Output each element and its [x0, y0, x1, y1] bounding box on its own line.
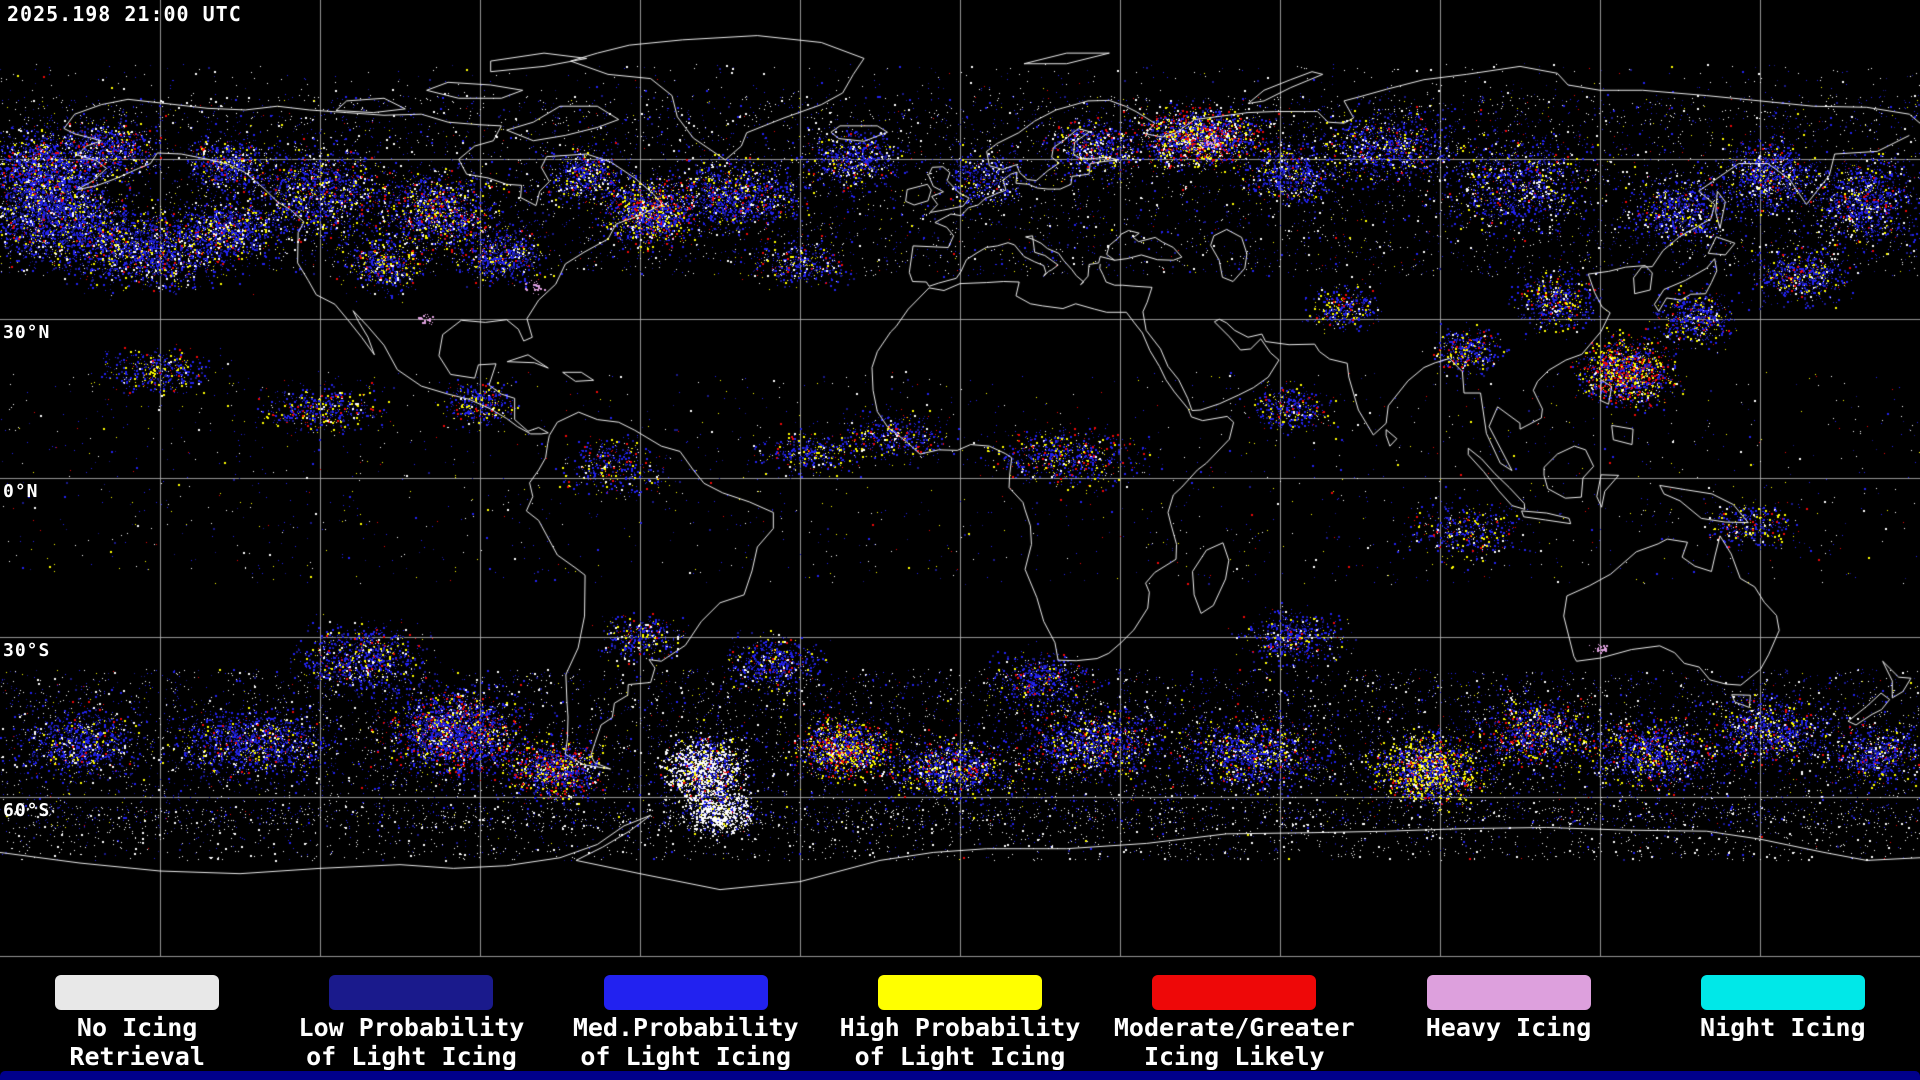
legend-label-low-prob-light-icing: Low Probability of Light Icing — [299, 1013, 525, 1071]
med-prob-light-icing-swatch — [603, 975, 768, 1010]
legend-item-high-prob-light-icing: High Probability of Light Icing — [823, 970, 1097, 1071]
legend-label-line: Icing Likely — [1143, 1042, 1325, 1071]
world-map-canvas — [0, 0, 1920, 970]
legend-label-line: Med.Probability — [572, 1013, 799, 1042]
timestamp-label: 2025.198 21:00 UTC — [7, 2, 242, 26]
moderate-greater-icing-swatch — [1152, 975, 1317, 1010]
legend-item-moderate-greater-icing: Moderate/Greater Icing Likely — [1097, 970, 1371, 1071]
legend-label-moderate-greater-icing: Moderate/Greater Icing Likely — [1114, 1013, 1355, 1071]
legend-label-line: No Icing — [76, 1013, 198, 1042]
night-icing-swatch — [1700, 975, 1865, 1010]
legend-item-heavy-icing: Heavy Icing — [1371, 970, 1645, 1071]
high-prob-light-icing-swatch — [877, 975, 1042, 1010]
legend-label-line: Heavy Icing — [1425, 1013, 1592, 1042]
legend-label-line: of Light Icing — [306, 1042, 517, 1071]
legend-item-no-icing-retrieval: No Icing Retrieval — [0, 970, 274, 1071]
global-icing-map-area: 2025.198 21:00 UTC 30°N 0°N 30°S 60°S — [0, 0, 1920, 970]
legend-label-line: Moderate/Greater — [1113, 1013, 1355, 1042]
legend-item-med-prob-light-icing: Med.Probability of Light Icing — [549, 970, 823, 1071]
no-icing-retrieval-swatch — [55, 975, 220, 1010]
legend-label-line: of Light Icing — [580, 1042, 792, 1071]
lat-label-30s: 30°S — [3, 640, 51, 662]
legend-label-high-prob-light-icing: High Probability of Light Icing — [840, 1013, 1081, 1071]
legend-label-med-prob-light-icing: Med.Probability of Light Icing — [573, 1013, 799, 1071]
legend-label-line: High Probability — [839, 1013, 1081, 1042]
bottom-strip — [0, 1071, 1920, 1080]
legend-label-night-icing: Night Icing — [1700, 1013, 1866, 1042]
legend-label-heavy-icing: Heavy Icing — [1426, 1013, 1592, 1042]
legend-label-line: Retrieval — [69, 1042, 205, 1071]
lat-label-30n: 30°N — [3, 321, 51, 343]
legend-label-line: of Light Icing — [854, 1042, 1066, 1071]
lat-label-60s: 60°S — [3, 799, 51, 821]
legend-label-line: Night Icing — [1700, 1013, 1866, 1042]
legend-label-no-icing-retrieval: No Icing Retrieval — [69, 1013, 204, 1071]
lat-label-0n: 0°N — [3, 481, 39, 502]
legend-label-line: Low Probability — [298, 1013, 525, 1042]
legend-item-low-prob-light-icing: Low Probability of Light Icing — [274, 970, 548, 1071]
legend-item-night-icing: Night Icing — [1646, 970, 1920, 1071]
legend-bar: No Icing Retrieval Low Probability of Light… — [0, 970, 1920, 1071]
heavy-icing-swatch — [1426, 975, 1591, 1010]
low-prob-light-icing-swatch — [329, 975, 494, 1010]
